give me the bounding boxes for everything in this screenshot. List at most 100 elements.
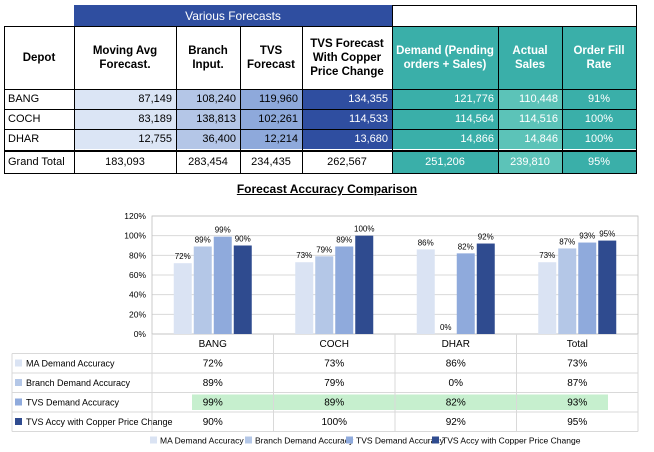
- chart-title: Forecast Accuracy Comparison: [236, 182, 418, 196]
- bar-data-label: 0%: [440, 323, 452, 332]
- table-border-line: [392, 26, 393, 174]
- total-cell: 283,454: [176, 151, 240, 173]
- column-header: TVS Forecast: [240, 27, 302, 89]
- bar-data-label: 86%: [418, 238, 434, 247]
- table-cell: 134,355: [302, 89, 392, 109]
- table-value: 89%: [324, 398, 344, 409]
- table-value: 73%: [324, 359, 344, 370]
- table-cell: BANG: [4, 89, 74, 109]
- table-cell: 114,533: [302, 109, 392, 129]
- group-header: Various Forecasts: [74, 5, 392, 27]
- table-cell: 119,960: [240, 89, 302, 109]
- bar: [233, 245, 252, 334]
- bar-data-label: 72%: [175, 252, 191, 261]
- table-cell: 114,564: [392, 109, 498, 129]
- table-value: 72%: [203, 359, 223, 370]
- legend-label: Branch Demand Accuracy: [255, 436, 354, 446]
- table-cell: 100%: [562, 129, 636, 149]
- column-header: Depot: [4, 27, 74, 89]
- table-border-line: [4, 89, 636, 90]
- bar-data-label: 99%: [215, 226, 231, 235]
- y-tick-label: 40%: [129, 290, 146, 300]
- bar-data-label: 73%: [539, 251, 555, 260]
- table-border-line: [392, 5, 636, 6]
- table-value: 82%: [446, 398, 466, 409]
- table-value: 93%: [567, 398, 587, 409]
- table-border-line: [636, 5, 637, 27]
- table-border-line: [4, 26, 5, 174]
- total-cell: Grand Total: [4, 151, 74, 173]
- table-value: 87%: [567, 378, 587, 389]
- bar-data-label: 82%: [458, 242, 474, 251]
- column-header: Branch Input.: [176, 27, 240, 89]
- table-value: 99%: [203, 398, 223, 409]
- bar: [538, 262, 557, 334]
- legend-key: [15, 359, 22, 367]
- table-cell: 14,846: [498, 129, 562, 149]
- table-border-line: [4, 26, 636, 27]
- total-cell: 262,567: [302, 151, 392, 173]
- table-cell: DHAR: [4, 129, 74, 149]
- table-cell: 83,189: [74, 109, 176, 129]
- bar: [476, 243, 495, 334]
- bar: [416, 249, 435, 334]
- y-tick-label: 0%: [134, 329, 147, 339]
- table-cell: 12,755: [74, 129, 176, 149]
- row-label: MA Demand Accuracy: [26, 359, 115, 369]
- table-value: 95%: [567, 417, 587, 428]
- table-cell: 138,813: [176, 109, 240, 129]
- x-category-label: COCH: [320, 339, 349, 350]
- bar: [558, 248, 577, 334]
- bar-data-label: 79%: [316, 245, 332, 254]
- table-border-line: [4, 109, 636, 110]
- table-cell: 114,516: [498, 109, 562, 129]
- bar: [355, 235, 374, 334]
- legend-swatch: [432, 436, 439, 444]
- legend-key: [15, 398, 22, 406]
- column-header: Demand (Pending orders + Sales): [392, 27, 498, 89]
- table-value: 73%: [567, 359, 587, 370]
- legend-label: TVS Accy with Copper Price Change: [442, 436, 581, 446]
- table-border-line: [176, 26, 177, 174]
- y-tick-label: 20%: [129, 309, 146, 319]
- legend-label: TVS Demand Accuracy: [356, 436, 445, 446]
- table-border-line: [240, 26, 241, 174]
- bar: [213, 236, 232, 334]
- bar: [578, 242, 597, 334]
- column-header: Actual Sales: [498, 27, 562, 89]
- table-value: 90%: [203, 417, 223, 428]
- bar: [173, 263, 192, 334]
- legend-label: MA Demand Accuracy: [160, 436, 244, 446]
- legend-swatch: [346, 436, 353, 444]
- table-border-line: [636, 26, 637, 174]
- total-cell: 251,206: [392, 151, 498, 173]
- accuracy-chart: 0% 20% 40% 60% 80% 100% 120% 72% 89% 99% 90% 73% 79%…: [11, 211, 639, 446]
- table-value: 89%: [203, 378, 223, 389]
- total-cell: 239,810: [498, 151, 562, 173]
- table-value: 92%: [446, 417, 466, 428]
- total-cell: 183,093: [74, 151, 176, 173]
- table-value: 86%: [446, 359, 466, 370]
- bar-data-label: 92%: [478, 233, 494, 242]
- table-border-line: [498, 26, 499, 174]
- table-cell: 14,866: [392, 129, 498, 149]
- bar: [193, 246, 212, 334]
- bar-data-label: 89%: [336, 235, 352, 244]
- table-cell: 102,261: [240, 109, 302, 129]
- y-tick-label: 100%: [124, 231, 146, 241]
- legend-swatch: [245, 436, 252, 444]
- total-cell: 95%: [562, 151, 636, 173]
- table-border-line: [302, 26, 303, 174]
- table-border-line: [74, 26, 75, 174]
- bar: [295, 262, 314, 334]
- column-header: Moving Avg Forecast.: [74, 27, 176, 89]
- table-value: 79%: [324, 378, 344, 389]
- total-cell: 234,435: [240, 151, 302, 173]
- table-cell: 13,680: [302, 129, 392, 149]
- table-cell: 108,240: [176, 89, 240, 109]
- table-cell: 87,149: [74, 89, 176, 109]
- bar: [335, 246, 354, 334]
- table-cell: 12,214: [240, 129, 302, 149]
- legend-swatch: [150, 436, 157, 444]
- legend-key: [15, 379, 22, 386]
